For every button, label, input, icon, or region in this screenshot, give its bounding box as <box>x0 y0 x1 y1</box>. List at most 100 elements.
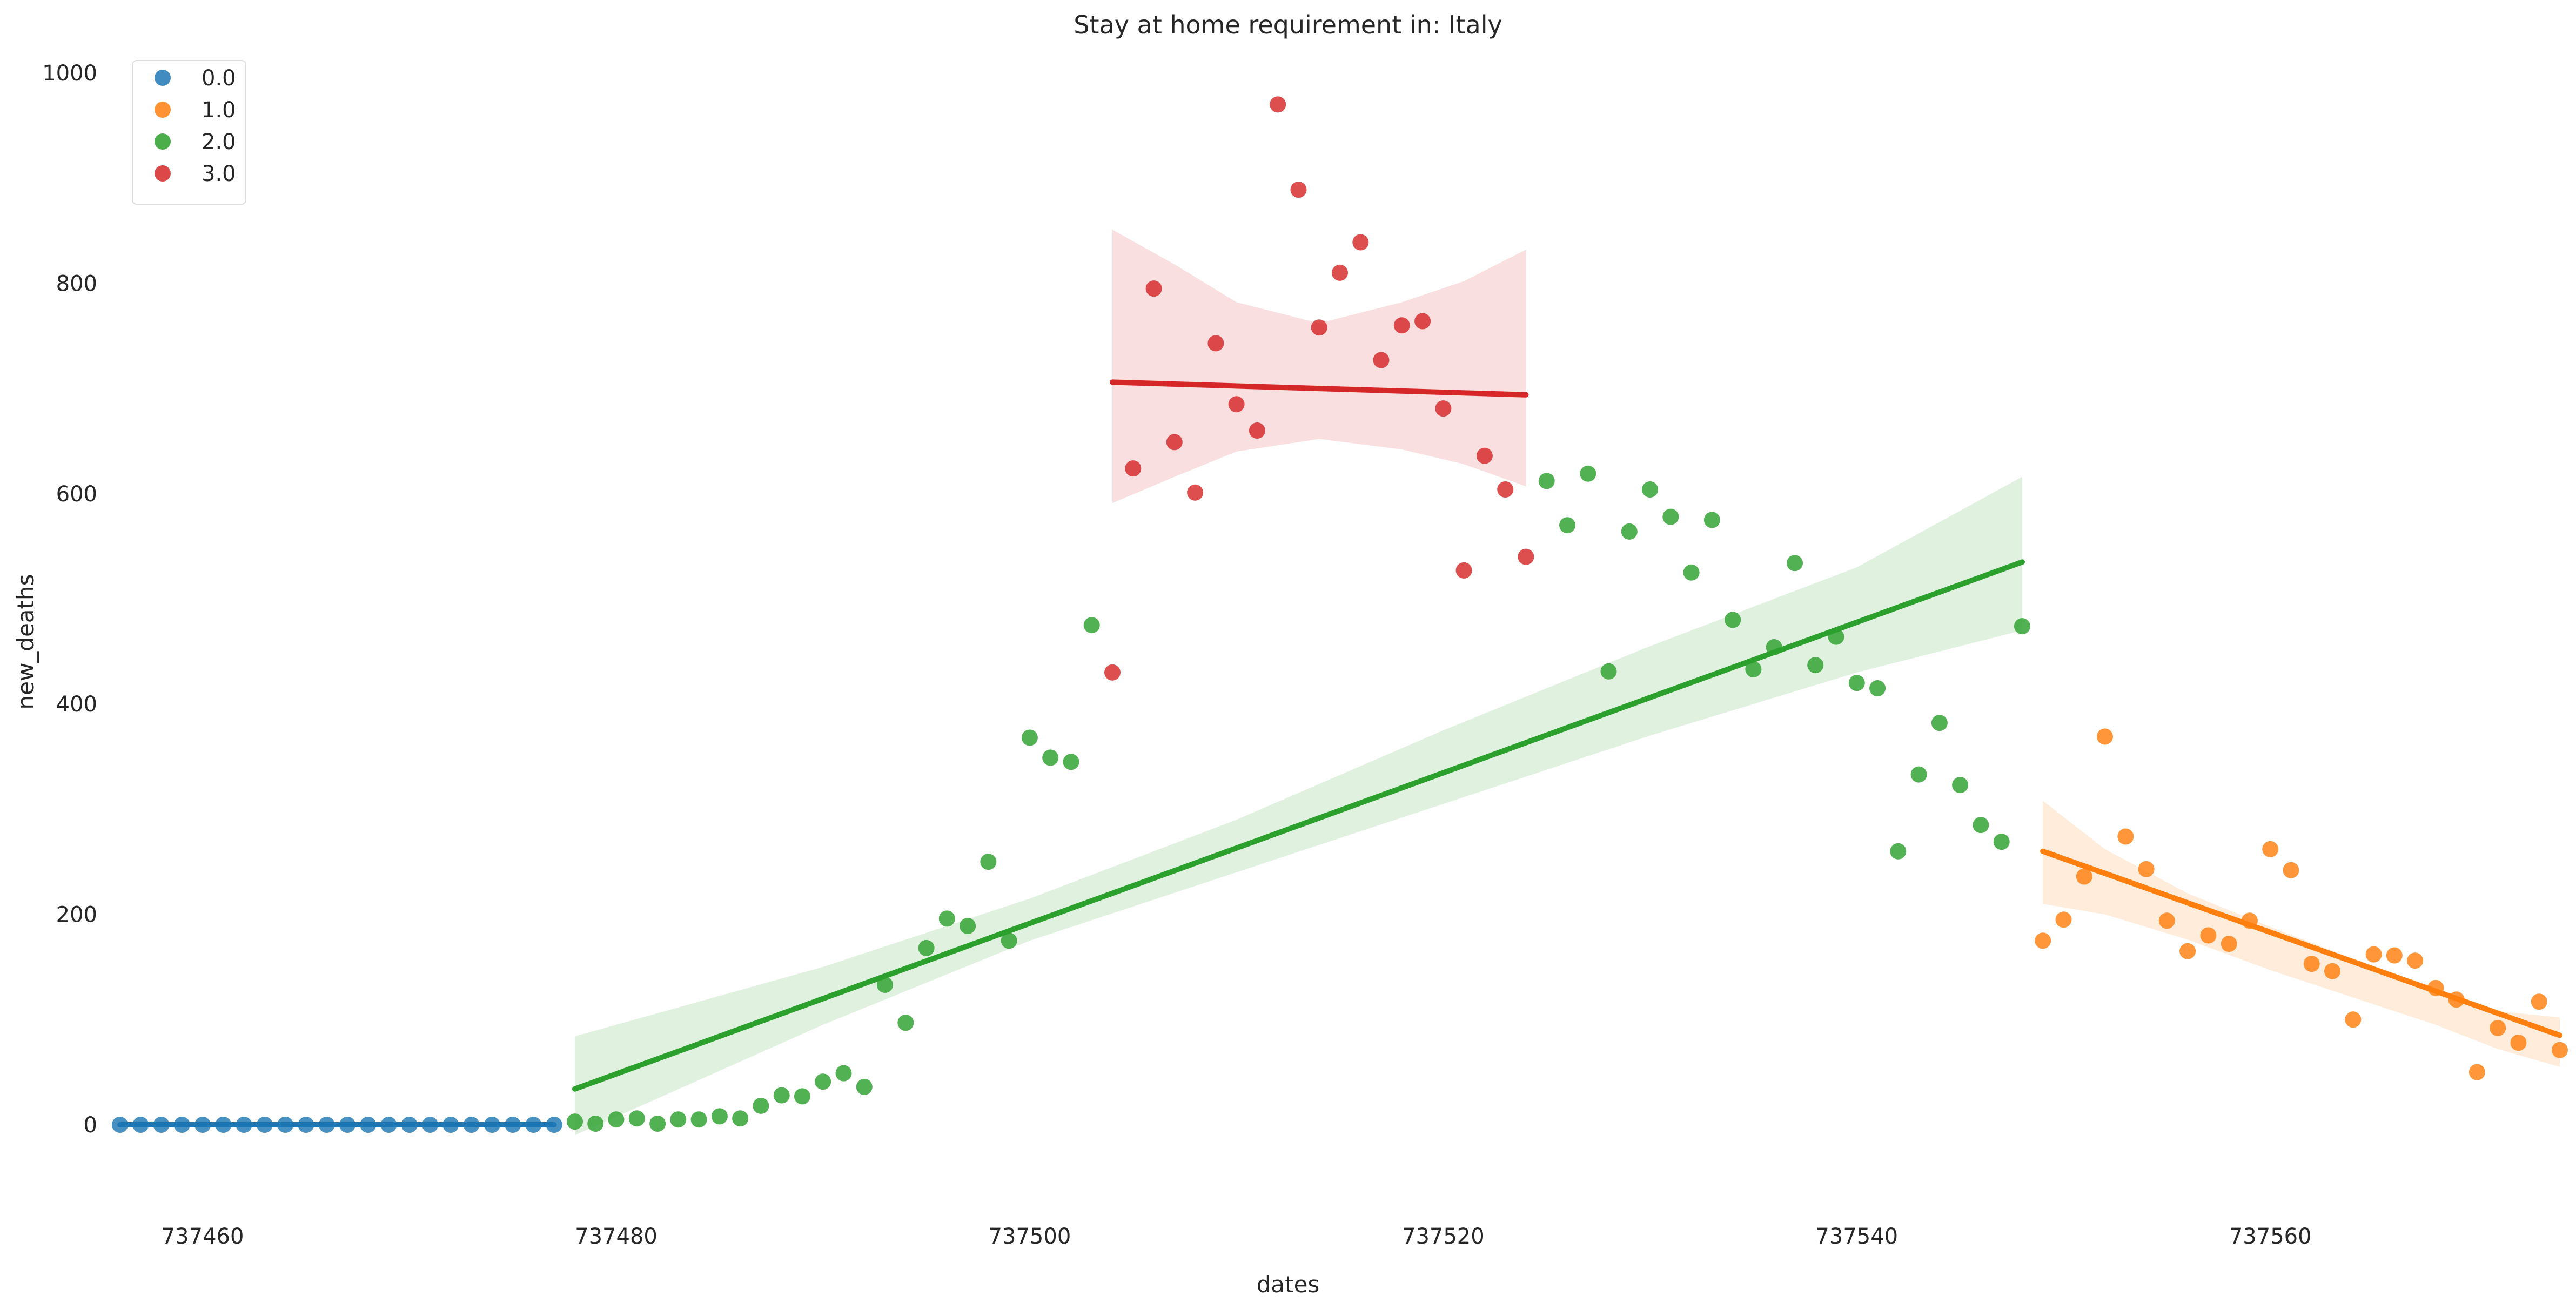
data-point <box>298 1117 314 1133</box>
data-point <box>1228 396 1245 413</box>
data-point <box>2221 936 2237 952</box>
data-point <box>2076 868 2092 885</box>
data-point <box>1993 834 2010 850</box>
data-point <box>1725 612 1741 628</box>
data-point <box>1373 352 1390 368</box>
data-point <box>215 1117 232 1133</box>
regression-line-1-0 <box>2040 848 2562 1038</box>
data-point <box>1683 564 1700 581</box>
data-point <box>2427 979 2444 996</box>
data-point <box>173 1117 190 1133</box>
legend-marker <box>155 70 171 86</box>
regression-line-3-0 <box>1110 379 1529 398</box>
data-point <box>711 1108 728 1125</box>
data-point <box>1414 313 1431 330</box>
data-point <box>2283 862 2299 878</box>
data-point <box>1476 447 1493 464</box>
legend-label: 3.0 <box>202 162 236 186</box>
data-point <box>525 1117 542 1133</box>
data-point <box>1745 661 1762 677</box>
data-point <box>2200 927 2217 944</box>
data-point <box>2552 1042 2568 1058</box>
data-point <box>2490 1019 2506 1036</box>
data-point <box>380 1117 397 1133</box>
data-point <box>815 1073 831 1090</box>
data-point <box>628 1110 645 1127</box>
data-point <box>1332 264 1348 281</box>
data-point <box>1208 335 1224 352</box>
y-tick-label: 400 <box>56 692 97 717</box>
x-tick-label: 737460 <box>162 1224 244 1249</box>
x-tick-label: 737480 <box>575 1224 658 1249</box>
data-point <box>1042 749 1059 766</box>
data-point <box>442 1117 459 1133</box>
data-point <box>670 1111 687 1128</box>
data-point <box>339 1117 355 1133</box>
data-point <box>1497 481 1514 498</box>
confidence-band-3-0 <box>1112 230 1526 503</box>
data-point <box>2179 943 2196 959</box>
data-point <box>1083 617 1100 634</box>
data-point <box>1848 675 1865 691</box>
data-point <box>318 1117 335 1133</box>
data-point <box>1703 512 1720 528</box>
data-point <box>2014 618 2030 635</box>
data-point <box>1166 434 1183 451</box>
data-point <box>938 910 955 927</box>
data-point <box>856 1078 873 1095</box>
y-tick-label: 800 <box>56 271 97 296</box>
data-point <box>2241 912 2258 929</box>
data-point <box>132 1117 149 1133</box>
legend-marker <box>155 165 171 182</box>
data-point <box>980 854 997 870</box>
data-point <box>835 1065 852 1082</box>
data-point <box>2324 963 2340 979</box>
x-axis-label: dates <box>1257 1271 1320 1298</box>
data-point <box>2055 911 2072 928</box>
data-point <box>1021 729 1038 746</box>
data-point <box>1270 96 1286 113</box>
data-point <box>1828 628 1844 645</box>
data-point <box>2345 1011 2362 1028</box>
x-tick-label: 737520 <box>1402 1224 1485 1249</box>
data-point <box>1952 777 1969 794</box>
data-point <box>2262 841 2279 857</box>
data-point <box>1662 508 1679 525</box>
legend: 0.0 1.0 2.0 3.0 <box>132 60 246 205</box>
legend-label: 1.0 <box>202 98 236 123</box>
data-point <box>877 977 893 993</box>
data-point <box>277 1117 294 1133</box>
data-point <box>1559 517 1575 534</box>
data-point <box>1518 548 1534 565</box>
data-point <box>2468 1064 2485 1080</box>
regression-line-2-0 <box>572 559 2025 1092</box>
data-point <box>918 939 935 956</box>
data-point <box>1621 523 1638 540</box>
data-point <box>1787 555 1803 572</box>
data-point <box>1869 680 1886 696</box>
data-point <box>484 1117 500 1133</box>
data-point <box>194 1117 211 1133</box>
data-point <box>1807 657 1824 674</box>
data-point <box>360 1117 377 1133</box>
data-point <box>2365 946 2382 963</box>
data-point <box>1187 484 1204 501</box>
data-point <box>256 1117 273 1133</box>
data-point <box>1910 766 1927 783</box>
legend-marker <box>155 133 171 150</box>
data-points <box>112 96 2568 1133</box>
data-point <box>1600 663 1617 680</box>
data-point <box>1063 754 1079 770</box>
x-axis-ticks: 737460 737480 737500 737520 737540 737560 <box>162 1224 2312 1249</box>
y-tick-label: 1000 <box>42 61 97 86</box>
data-point <box>1311 319 1327 336</box>
data-point <box>1145 280 1162 297</box>
data-point <box>401 1117 418 1133</box>
data-point <box>608 1111 625 1128</box>
data-point <box>690 1111 707 1128</box>
data-point <box>1766 639 1782 655</box>
data-point <box>794 1088 810 1105</box>
data-point <box>732 1110 749 1127</box>
